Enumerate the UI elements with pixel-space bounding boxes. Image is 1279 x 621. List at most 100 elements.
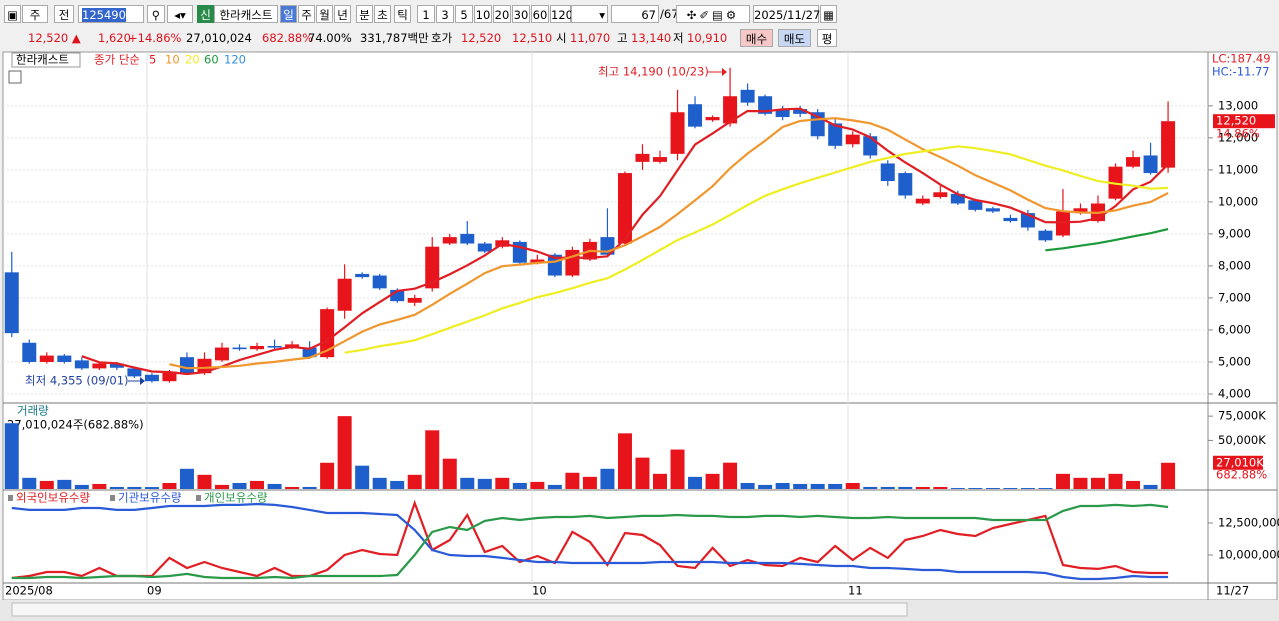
interval-button[interactable]: 20 (493, 5, 511, 23)
candle-body (407, 297, 422, 303)
volume-bar (530, 481, 545, 489)
volume-bar (74, 484, 89, 489)
open-label: 시 (556, 31, 567, 45)
candle-body (933, 192, 948, 198)
open: 11,070 (570, 31, 611, 45)
tool-icons[interactable]: ✣✐▤⚙ (676, 5, 750, 23)
unit-button[interactable]: 초 (374, 5, 391, 23)
volume-bar (285, 486, 300, 489)
volume-bar (705, 473, 720, 489)
holding-line (11, 502, 1169, 581)
x-label: 11/27 (1216, 584, 1249, 598)
y-tick-label: 10,000 (1218, 194, 1258, 208)
x-label: 11 (848, 584, 863, 598)
sound-button[interactable]: ◂▾ (167, 5, 193, 23)
avg-button[interactable]: 평 (817, 29, 837, 47)
volume-bar (880, 486, 895, 489)
price-tag-label: 12,520 (1216, 114, 1256, 128)
sell-button[interactable]: 매도 (778, 29, 811, 47)
interval-button[interactable]: 120 (550, 5, 573, 23)
mode-button[interactable]: 전 (54, 5, 74, 23)
unit-button[interactable]: 틱 (394, 5, 411, 23)
volume-bar (1126, 480, 1141, 489)
volume-bar (355, 465, 370, 489)
x-label: 10 (532, 584, 547, 598)
unit-button[interactable]: 일 (280, 5, 297, 23)
volume-bar (617, 433, 632, 489)
candle-body (355, 273, 370, 278)
volume-bar (267, 483, 282, 489)
price-tag (1213, 114, 1275, 129)
x-label: 09 (147, 584, 162, 598)
y-tick-label: 50,000K (1218, 433, 1266, 447)
y-tick-label: 6,000 (1218, 322, 1251, 336)
interval-button[interactable]: 1 (417, 5, 435, 23)
unit-button[interactable]: 분 (356, 5, 373, 23)
y-tick-label: 12,500,000 (1218, 515, 1279, 529)
code-input[interactable]: 125490 (78, 5, 144, 23)
volume-bar (985, 488, 1000, 489)
hc-label: HC:-11.77 (1212, 65, 1270, 79)
candle-body (1126, 157, 1141, 167)
volume-bar (425, 430, 440, 489)
volume-bar (442, 458, 457, 489)
volume-bar (1108, 473, 1123, 489)
scroll-track[interactable] (11, 602, 908, 617)
candle-body (22, 342, 37, 362)
period-select[interactable]: 주 (22, 5, 48, 23)
holding-line (11, 499, 1169, 580)
interval-button[interactable]: 3 (436, 5, 454, 23)
moving-average-line (81, 107, 1169, 376)
volume-bar (863, 486, 878, 489)
count-input[interactable]: 67 (611, 5, 659, 23)
interval-button[interactable]: 60 (531, 5, 549, 23)
volume-bar (144, 487, 159, 489)
y-tick-label: 13,000 (1218, 98, 1258, 112)
candle-body (337, 278, 352, 311)
search-button[interactable]: ⚲ (147, 5, 165, 23)
candle-body (530, 259, 545, 263)
menu-icon[interactable]: ▣ (4, 5, 21, 23)
buy-button[interactable]: 매수 (740, 29, 773, 47)
volume: 27,010,024 (186, 31, 252, 45)
moving-average-line (344, 145, 1169, 354)
interval-button[interactable]: 30 (512, 5, 530, 23)
candle-body (197, 358, 212, 374)
chart-background (2, 51, 1278, 601)
volume-bar (565, 472, 580, 489)
volume-bar (933, 486, 948, 489)
stock-name: 한라캐스트 (16, 53, 69, 67)
dropdown[interactable]: ▾ (571, 5, 608, 23)
low: 10,910 (687, 31, 728, 45)
unit-button[interactable]: 월 (316, 5, 333, 23)
candle-body (460, 233, 475, 244)
volume-bar (4, 423, 19, 489)
volume-bar (1091, 477, 1105, 489)
candle-body (617, 173, 632, 244)
unit-button[interactable]: 년 (334, 5, 351, 23)
volume-bar (653, 473, 667, 489)
unit-button[interactable]: 주 (298, 5, 315, 23)
interval-button[interactable]: 10 (474, 5, 492, 23)
y-tick-label: 5,000 (1218, 354, 1251, 368)
volume-bar (775, 482, 790, 489)
interval-button[interactable]: 5 (455, 5, 473, 23)
calendar-button[interactable]: ▦ (820, 5, 837, 23)
date-input[interactable]: 2025/11/27 (753, 5, 820, 23)
table-icon[interactable] (8, 70, 22, 84)
volume-bar (495, 477, 510, 489)
volume-bar (39, 480, 54, 489)
volume-bar (1020, 488, 1035, 489)
bid-label: 호가 (431, 31, 453, 45)
candle-body (390, 289, 405, 302)
candle-body (985, 208, 1000, 212)
code-text: 125490 (82, 8, 126, 22)
volume-bar (179, 468, 194, 489)
candle-body (758, 96, 773, 114)
volume-bar (232, 482, 247, 489)
volume-bar (950, 488, 965, 489)
volume-bar (845, 482, 860, 489)
moving-average-line (1045, 228, 1169, 252)
candle-body (1161, 121, 1176, 168)
